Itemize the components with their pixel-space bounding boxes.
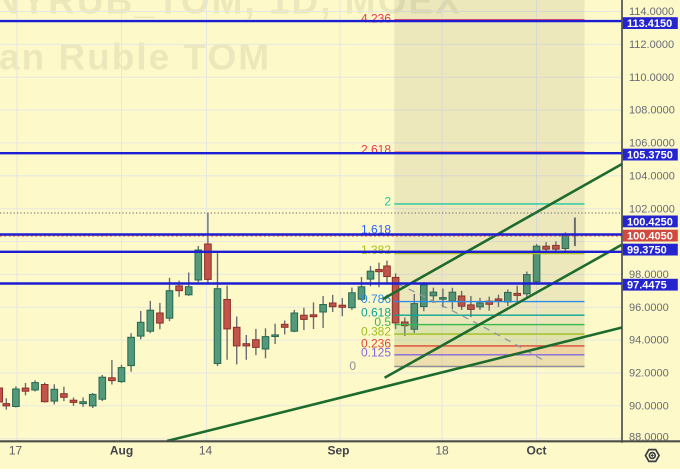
svg-text:Oct: Oct <box>526 444 546 458</box>
svg-text:88.0000: 88.0000 <box>629 431 669 443</box>
svg-text:110.0000: 110.0000 <box>629 72 674 84</box>
svg-text:0.382: 0.382 <box>361 325 391 339</box>
svg-text:Sep: Sep <box>327 444 349 458</box>
svg-text:0.236: 0.236 <box>361 336 391 350</box>
svg-text:4.236: 4.236 <box>361 11 391 25</box>
svg-text:90.0000: 90.0000 <box>629 400 669 412</box>
svg-text:17: 17 <box>9 444 23 458</box>
svg-text:104.0000: 104.0000 <box>629 170 675 182</box>
svg-text:100.4250: 100.4250 <box>627 216 673 228</box>
svg-text:100.4050: 100.4050 <box>627 231 673 243</box>
svg-text:94.0000: 94.0000 <box>629 335 669 347</box>
svg-text:108.0000: 108.0000 <box>629 105 675 117</box>
svg-text:114.0000: 114.0000 <box>629 6 674 18</box>
svg-text:0.5: 0.5 <box>374 315 391 329</box>
svg-text:102.0000: 102.0000 <box>629 203 675 215</box>
svg-text:0: 0 <box>349 359 356 373</box>
svg-text:97.4475: 97.4475 <box>627 280 667 292</box>
svg-text:18: 18 <box>435 444 449 458</box>
svg-text:Aug: Aug <box>110 444 133 458</box>
svg-text:2.618: 2.618 <box>361 143 391 157</box>
svg-text:98.0000: 98.0000 <box>629 269 669 281</box>
svg-text:99.3750: 99.3750 <box>627 245 667 257</box>
svg-text:0.786: 0.786 <box>361 292 391 306</box>
svg-text:106.0000: 106.0000 <box>629 138 675 150</box>
svg-text:0.618: 0.618 <box>361 306 391 320</box>
svg-text:1.618: 1.618 <box>361 223 391 237</box>
svg-text:an Ruble TOM: an Ruble TOM <box>0 37 271 78</box>
svg-text:CNYRUB_TOM, 1D, MOEX: CNYRUB_TOM, 1D, MOEX <box>0 0 462 22</box>
svg-text:0.125: 0.125 <box>361 345 391 359</box>
svg-text:112.0000: 112.0000 <box>629 39 674 51</box>
svg-text:14: 14 <box>199 444 213 458</box>
svg-text:2: 2 <box>384 194 391 208</box>
svg-text:113.4150: 113.4150 <box>627 18 672 30</box>
svg-text:96.0000: 96.0000 <box>629 302 669 314</box>
svg-text:105.3750: 105.3750 <box>627 150 673 162</box>
svg-text:92.0000: 92.0000 <box>629 368 669 380</box>
svg-text:1.382: 1.382 <box>361 243 391 257</box>
